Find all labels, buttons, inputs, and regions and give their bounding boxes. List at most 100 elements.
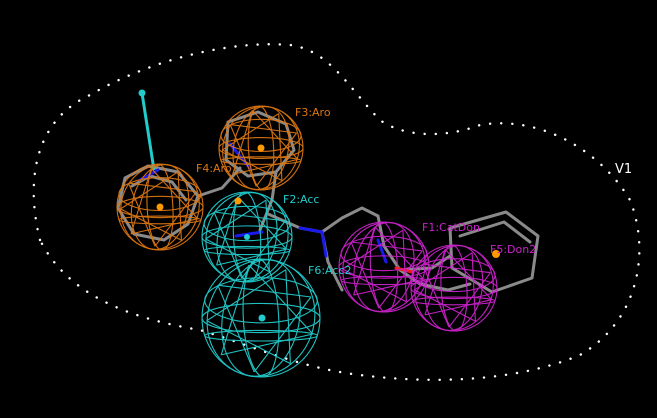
- sphere-latitude: [201, 302, 321, 334]
- sphere-mesh-edge: [130, 218, 198, 235]
- sphere-longitude: [146, 163, 174, 251]
- sphere-mesh-edge: [205, 199, 267, 240]
- sphere-latitude: [116, 195, 204, 219]
- acceptor-vector: [140, 92, 156, 171]
- sphere-mesh-edge: [285, 269, 291, 364]
- sphere-mesh-edge: [217, 284, 255, 373]
- feature-sphere-f6[interactable]: [190, 244, 331, 392]
- sphere-longitude: [222, 105, 300, 191]
- sphere-mesh-edge: [216, 196, 239, 266]
- sphere-latitude: [118, 215, 202, 225]
- sphere-mesh-edge: [350, 241, 423, 252]
- sphere-mesh-edge: [130, 168, 152, 235]
- feature-center-f4: [156, 203, 164, 211]
- sphere-mesh-edge: [150, 168, 199, 220]
- sphere-mesh-edge: [232, 110, 253, 175]
- oxygen-bond-1: [394, 266, 414, 274]
- sphere-longitude: [369, 221, 399, 313]
- sphere-mesh-edge: [128, 182, 197, 193]
- sphere-mesh-edge: [342, 268, 407, 303]
- sphere-mesh-edge: [177, 171, 182, 241]
- sphere-mesh-edge: [414, 289, 476, 322]
- bond-chain-3: [266, 206, 380, 234]
- nitrogen-bond-4: [320, 230, 328, 258]
- feature-center-f2: [234, 197, 242, 205]
- volume-label-v1: V1: [615, 162, 632, 177]
- sphere-mesh-edge: [421, 263, 450, 328]
- sphere-mesh-edge: [402, 230, 407, 302]
- sphere-latitude: [203, 245, 291, 256]
- sphere-mesh-edge: [206, 320, 291, 365]
- sphere-latitude: [204, 329, 318, 342]
- sphere-mesh-edge: [127, 182, 156, 247]
- sphere-mesh-edge: [342, 229, 404, 270]
- sphere-longitude: [120, 163, 200, 251]
- feature-label-f1: F1:CatDon: [422, 221, 480, 234]
- sphere-longitude: [232, 191, 262, 283]
- feature-label-f6: F6:Acc2: [308, 264, 351, 277]
- sphere-latitude: [220, 156, 302, 165]
- sphere-longitude: [247, 105, 275, 191]
- nitrogen-bond-3: [298, 226, 324, 234]
- sphere-mesh-edge: [253, 296, 312, 373]
- exclusion-volume-outline: [32, 43, 641, 382]
- sphere-latitude: [410, 276, 498, 300]
- feature-center-f5: [492, 250, 500, 258]
- vector-endpoint: [138, 89, 146, 97]
- sphere-mesh-edge: [216, 248, 287, 266]
- feature-sphere-f4[interactable]: [108, 153, 211, 261]
- sphere-latitude: [412, 296, 496, 306]
- sphere-mesh-edge: [217, 284, 312, 298]
- feature-center-f6: [258, 314, 266, 322]
- sphere-mesh-edge: [374, 226, 425, 280]
- sphere-mesh-edge: [232, 158, 299, 175]
- sphere-mesh-edge: [222, 113, 279, 151]
- sphere-latitude: [218, 137, 304, 159]
- bond-chain-1: [196, 166, 242, 198]
- feature-label-f3: F3:Aro: [295, 106, 331, 119]
- sphere-mesh-edge: [120, 208, 182, 241]
- sphere-longitude: [342, 222, 426, 312]
- sphere-longitude: [414, 244, 494, 332]
- feature-sphere-f2[interactable]: [193, 180, 301, 293]
- sphere-mesh-edge: [251, 109, 299, 160]
- nitrogen-bond-5: [234, 230, 264, 238]
- feature-label-f5: F5:Don2: [490, 243, 536, 256]
- feature-sphere-f1[interactable]: [330, 210, 438, 323]
- sphere-mesh-edge: [448, 272, 491, 328]
- sphere-latitude: [201, 225, 293, 249]
- sphere-mesh-edge: [424, 299, 492, 316]
- sphere-longitude: [242, 258, 280, 378]
- sphere-mesh-edge: [220, 264, 250, 356]
- sphere-mesh-edge: [205, 238, 270, 273]
- sphere-mesh-edge: [230, 124, 297, 134]
- sphere-mesh-edge: [278, 113, 283, 181]
- sphere-longitude: [205, 192, 289, 282]
- feature-sphere-f5[interactable]: [402, 234, 505, 342]
- sphere-mesh-edge: [237, 196, 288, 250]
- sphere-latitude: [338, 255, 430, 279]
- sphere-mesh-edge: [255, 132, 298, 187]
- feature-center-f3: [257, 144, 265, 152]
- sphere-mesh-edge: [422, 263, 491, 274]
- sphere-mesh-edge: [206, 269, 287, 322]
- sphere-mesh-edge: [248, 264, 314, 335]
- feature-center-f2b: [244, 234, 250, 240]
- feature-label-f4: F4:Aro: [196, 162, 232, 175]
- bond-ring-left: [116, 164, 200, 242]
- sphere-mesh-edge: [378, 250, 423, 309]
- sphere-mesh-edge: [471, 252, 476, 322]
- sphere-mesh-edge: [222, 149, 283, 181]
- sphere-mesh-edge: [444, 249, 493, 301]
- sphere-longitude: [440, 244, 468, 332]
- nitrogen-bond-6: [376, 238, 388, 264]
- sphere-mesh-edge: [213, 211, 286, 222]
- sphere-longitude: [206, 259, 316, 377]
- sphere-mesh-edge: [414, 252, 473, 291]
- sphere-mesh-edge: [350, 241, 380, 309]
- bond-ring-right-inner: [458, 220, 532, 244]
- sphere-mesh-edge: [229, 124, 257, 187]
- sphere-mesh-edge: [154, 191, 197, 247]
